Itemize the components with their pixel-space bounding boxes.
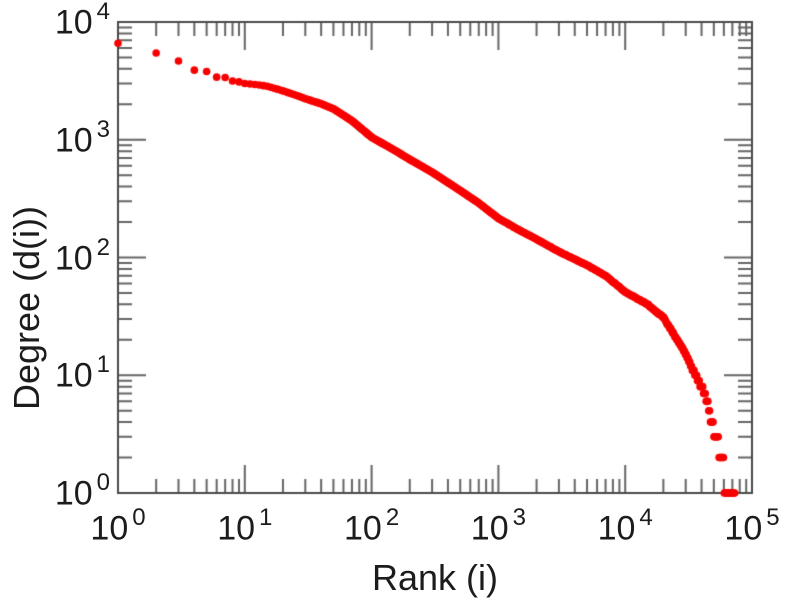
y-tick-label: 10 1 bbox=[54, 353, 110, 395]
tick-base: 10 bbox=[470, 509, 509, 548]
tick-base: 10 bbox=[344, 509, 382, 548]
tick-base: 10 bbox=[724, 509, 763, 548]
tick-exponent: 1 bbox=[259, 504, 273, 531]
x-axis-title: Rank (i) bbox=[371, 557, 499, 598]
tick-base: 10 bbox=[217, 509, 256, 548]
y-tick-label: 10 2 bbox=[54, 235, 110, 277]
tick-exponent: 1 bbox=[96, 351, 110, 379]
tick-base: 10 bbox=[54, 121, 93, 160]
tick-base: 10 bbox=[90, 509, 129, 548]
tick-exponent: 0 bbox=[96, 469, 110, 496]
x-tick-label: 10 3 bbox=[470, 506, 526, 548]
x-tick-label: 10 5 bbox=[724, 506, 779, 548]
y-axis-title: Degree (d(i)) bbox=[6, 205, 47, 411]
tick-base: 10 bbox=[54, 356, 93, 395]
tick-exponent: 3 bbox=[96, 115, 110, 143]
tick-exponent: 2 bbox=[385, 504, 400, 531]
tick-exponent: 4 bbox=[96, 0, 110, 25]
y-tick-label: 10 4 bbox=[54, 0, 110, 42]
tick-exponent: 2 bbox=[96, 233, 110, 261]
tick-exponent: 5 bbox=[766, 504, 780, 531]
x-tick-label: 10 2 bbox=[344, 506, 399, 548]
tick-base: 10 bbox=[54, 238, 93, 277]
tick-base: 10 bbox=[597, 509, 636, 548]
x-tick-label: 10 0 bbox=[90, 506, 145, 548]
tick-base: 10 bbox=[54, 474, 93, 513]
y-tick-label: 10 3 bbox=[54, 117, 110, 160]
y-tick-label: 10 0 bbox=[54, 471, 110, 513]
tick-exponent: 0 bbox=[132, 504, 146, 531]
tick-base: 10 bbox=[54, 3, 93, 42]
tick-exponent: 4 bbox=[639, 504, 653, 531]
x-tick-label: 10 1 bbox=[217, 506, 272, 548]
x-tick-label: 10 4 bbox=[597, 506, 653, 548]
tick-exponent: 3 bbox=[512, 504, 526, 531]
